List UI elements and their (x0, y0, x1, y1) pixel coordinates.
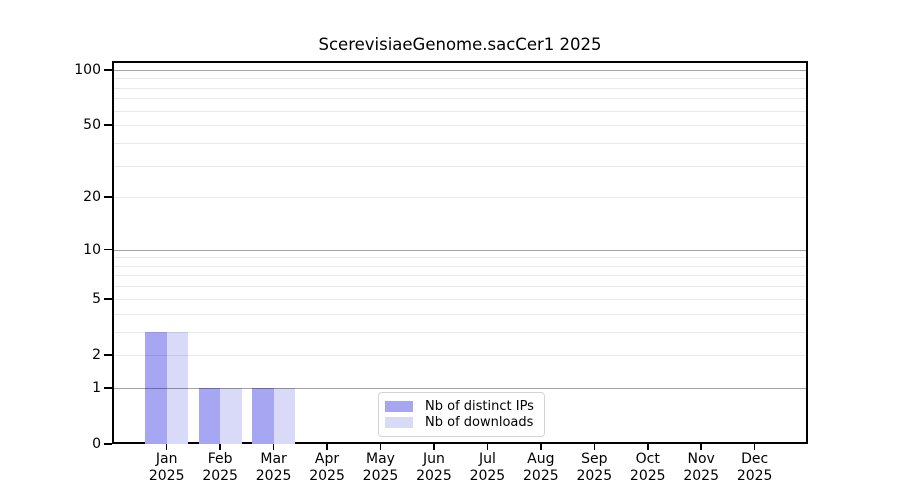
x-axis-tick (326, 444, 328, 450)
legend-swatch-distinct-ips (385, 400, 413, 412)
y-tick-label: 5 (92, 290, 101, 307)
y-gridline-minor (114, 197, 806, 199)
x-tick-label: Jul 2025 (455, 451, 519, 485)
x-axis-tick (379, 444, 382, 450)
x-tick-month: Jun (423, 451, 445, 467)
x-tick-month: Apr (314, 451, 340, 467)
x-tick-month: Dec (741, 451, 769, 467)
x-tick-month: Feb (207, 451, 233, 467)
y-tick-label: 0 (92, 436, 101, 452)
x-axis-tick (540, 444, 542, 450)
x-axis-tick (219, 444, 221, 450)
x-tick-year: 2025 (576, 468, 613, 484)
y-gridline-minor (114, 354, 806, 356)
x-tick-year: 2025 (309, 468, 345, 484)
y-tick-label: 2 (92, 346, 101, 363)
x-tick-year: 2025 (255, 468, 292, 484)
y-tick-label: 1 (92, 379, 101, 396)
x-axis-tick (593, 444, 596, 450)
x-tick-label: Aug 2025 (509, 451, 573, 485)
bar-nb-of-distinct-ips (145, 331, 167, 444)
y-axis-tick (104, 443, 112, 445)
x-axis-tick (486, 444, 489, 450)
legend-swatch-downloads (385, 417, 413, 429)
legend: Nb of distinct IPs Nb of downloads (378, 392, 545, 437)
x-tick-label: Dec 2025 (723, 451, 787, 485)
bar-nb-of-downloads (220, 387, 242, 444)
x-axis-tick (646, 444, 649, 450)
x-axis-tick (272, 444, 275, 450)
y-axis-tick (104, 124, 112, 126)
x-tick-month: Sep (581, 451, 608, 467)
x-tick-label: Sep 2025 (562, 451, 626, 485)
y-tick-label: 100 (74, 61, 101, 78)
y-axis-tick (104, 248, 112, 251)
y-gridline-minor (114, 313, 806, 315)
y-gridline-minor (114, 87, 806, 89)
y-axis-tick (104, 196, 112, 198)
y-tick-label: 10 (83, 241, 101, 258)
x-axis-tick (753, 444, 756, 450)
x-tick-month: Oct (635, 451, 660, 467)
x-tick-label: Nov 2025 (669, 451, 733, 485)
chart-title: ScerevisiaeGenome.sacCer1 2025 (318, 35, 602, 54)
x-tick-year: 2025 (523, 468, 559, 484)
y-axis-tick (104, 68, 112, 71)
x-tick-label: Oct 2025 (616, 451, 680, 485)
y-axis-tick (104, 297, 112, 300)
legend-label-distinct-ips: Nb of distinct IPs (425, 398, 534, 414)
x-axis-tick (165, 444, 168, 450)
x-tick-label: Mar 2025 (242, 451, 306, 485)
x-tick-month: Jan (155, 451, 178, 467)
y-gridline-minor (114, 142, 806, 144)
y-gridline-major (114, 69, 806, 72)
x-tick-label: Apr 2025 (295, 451, 359, 485)
x-tick-year: 2025 (362, 468, 399, 484)
y-tick-label: 20 (83, 189, 101, 206)
y-gridline-minor (114, 275, 806, 277)
x-tick-label: Jan 2025 (135, 451, 199, 485)
x-tick-year: 2025 (416, 468, 452, 484)
bar-nb-of-distinct-ips (252, 387, 274, 444)
plot-area (112, 61, 808, 444)
legend-item-distinct-ips: Nb of distinct IPs (385, 398, 536, 414)
y-axis-tick (104, 354, 112, 356)
x-tick-year: 2025 (736, 468, 773, 484)
x-tick-year: 2025 (469, 468, 506, 484)
x-tick-year: 2025 (683, 468, 719, 484)
x-tick-month: Aug (527, 451, 555, 467)
x-tick-year: 2025 (629, 468, 666, 484)
y-gridline-major (114, 249, 806, 251)
y-gridline-minor (114, 165, 806, 167)
y-gridline-minor (114, 298, 806, 300)
y-gridline-minor (114, 125, 806, 127)
y-gridline-minor (114, 110, 806, 112)
bar-nb-of-downloads (166, 331, 189, 444)
y-axis-tick (104, 386, 112, 389)
x-tick-month: May (366, 451, 395, 467)
x-tick-label: Feb 2025 (188, 451, 252, 485)
y-gridline-minor (114, 98, 806, 100)
x-tick-year: 2025 (202, 468, 238, 484)
y-gridline-minor (114, 331, 806, 333)
y-gridline-minor (114, 265, 806, 267)
bar-nb-of-distinct-ips (198, 387, 221, 444)
x-axis-tick (433, 444, 435, 450)
legend-item-downloads: Nb of downloads (385, 415, 536, 431)
x-tick-year: 2025 (148, 468, 185, 484)
x-axis-tick (700, 444, 702, 450)
legend-label-downloads: Nb of downloads (425, 415, 534, 431)
x-tick-month: Mar (260, 451, 287, 467)
y-gridline-major (114, 387, 806, 390)
y-gridline-minor (114, 286, 806, 288)
bar-nb-of-downloads (273, 387, 296, 444)
x-tick-month: Jul (478, 451, 496, 467)
x-tick-label: Jun 2025 (402, 451, 466, 485)
x-tick-month: Nov (687, 451, 715, 467)
y-gridline-minor (114, 78, 806, 80)
y-tick-label: 50 (83, 117, 101, 134)
x-tick-label: May 2025 (349, 451, 413, 485)
y-gridline-minor (114, 257, 806, 259)
